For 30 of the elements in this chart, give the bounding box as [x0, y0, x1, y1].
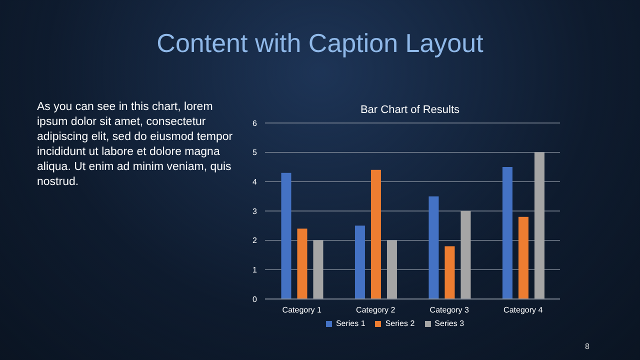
x-tick-label: Category 1 [282, 306, 322, 315]
x-tick-label: Category 3 [430, 306, 470, 315]
legend-label: Series 2 [385, 319, 415, 328]
y-tick-label: 6 [252, 118, 258, 128]
bar [281, 172, 292, 299]
bar [460, 211, 471, 299]
bar [518, 216, 528, 299]
y-tick-label: 1 [252, 266, 258, 275]
chart-title: Content with Caption Layout [156, 28, 484, 59]
y-tick-label: 0 [252, 294, 258, 304]
bar [502, 167, 512, 299]
y-tick-label: 3 [252, 206, 258, 216]
y-tick-label: 2 [252, 236, 258, 246]
y-tick-label: 4 [252, 178, 258, 187]
x-tick-label: Category 4 [504, 306, 544, 315]
text: 8 [585, 342, 590, 351]
bar [386, 240, 397, 299]
chart-subtitle: Bar Chart of Results [359, 104, 461, 116]
bar [534, 152, 544, 299]
bar [354, 226, 365, 299]
legend-label: Series 1 [336, 319, 366, 328]
bar [297, 228, 308, 299]
bar [428, 196, 439, 299]
bar [444, 246, 455, 299]
text: As you can see in this chart, lorem ipsum dolor sit amet, consectetur adipiscing elit, sed do eiusmod tempor incididunt ut labore et dolore magna aliqua. Ut enim ad minim veniam, quis nostrud. [37, 100, 234, 190]
bar [313, 240, 324, 299]
bar [370, 170, 381, 299]
y-tick-label: 5 [252, 148, 258, 158]
legend-label: Series 3 [434, 319, 464, 328]
x-tick-label: Category 2 [356, 306, 396, 315]
